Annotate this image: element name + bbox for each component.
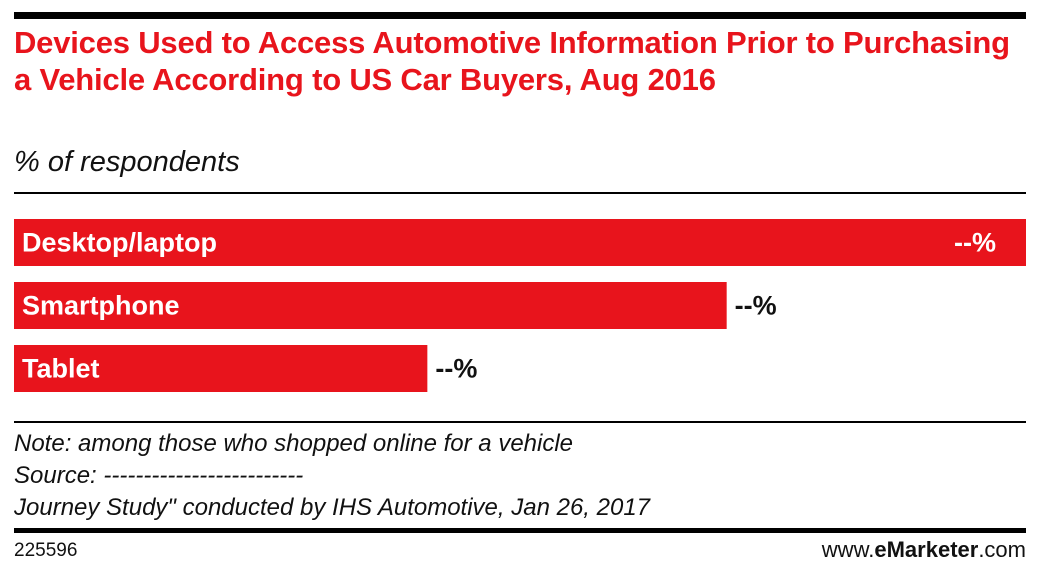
note-line: Note: among those who shopped online for…: [14, 430, 574, 457]
value-label: --%: [735, 291, 777, 321]
category-label: Smartphone: [22, 291, 180, 321]
brand: www.eMarketer.com: [822, 537, 1026, 563]
value-label: --%: [954, 228, 996, 258]
category-label: Desktop/laptop: [22, 228, 217, 258]
bar: [14, 219, 1026, 266]
chart-title: Devices Used to Access Automotive Inform…: [14, 25, 1010, 97]
brand-part: .com: [978, 537, 1026, 562]
bar: [14, 282, 727, 329]
value-label: --%: [435, 354, 477, 384]
chart-subtitle: % of respondents: [14, 146, 240, 178]
divider: [14, 421, 1026, 423]
divider: [14, 192, 1026, 194]
category-label: Tablet: [22, 354, 100, 384]
notes: Note: among those who shopped online for…: [14, 428, 650, 524]
chart-id: 225596: [14, 540, 78, 561]
note-line: Source: -------------------------: [14, 462, 304, 489]
bar: [14, 345, 428, 392]
note-line: Journey Study" conducted by IHS Automoti…: [14, 494, 651, 521]
brand-part: www.: [821, 537, 875, 562]
top-rule: [14, 12, 1026, 19]
bottom-rule: [14, 528, 1026, 533]
brand-part: eMarketer: [874, 537, 979, 562]
